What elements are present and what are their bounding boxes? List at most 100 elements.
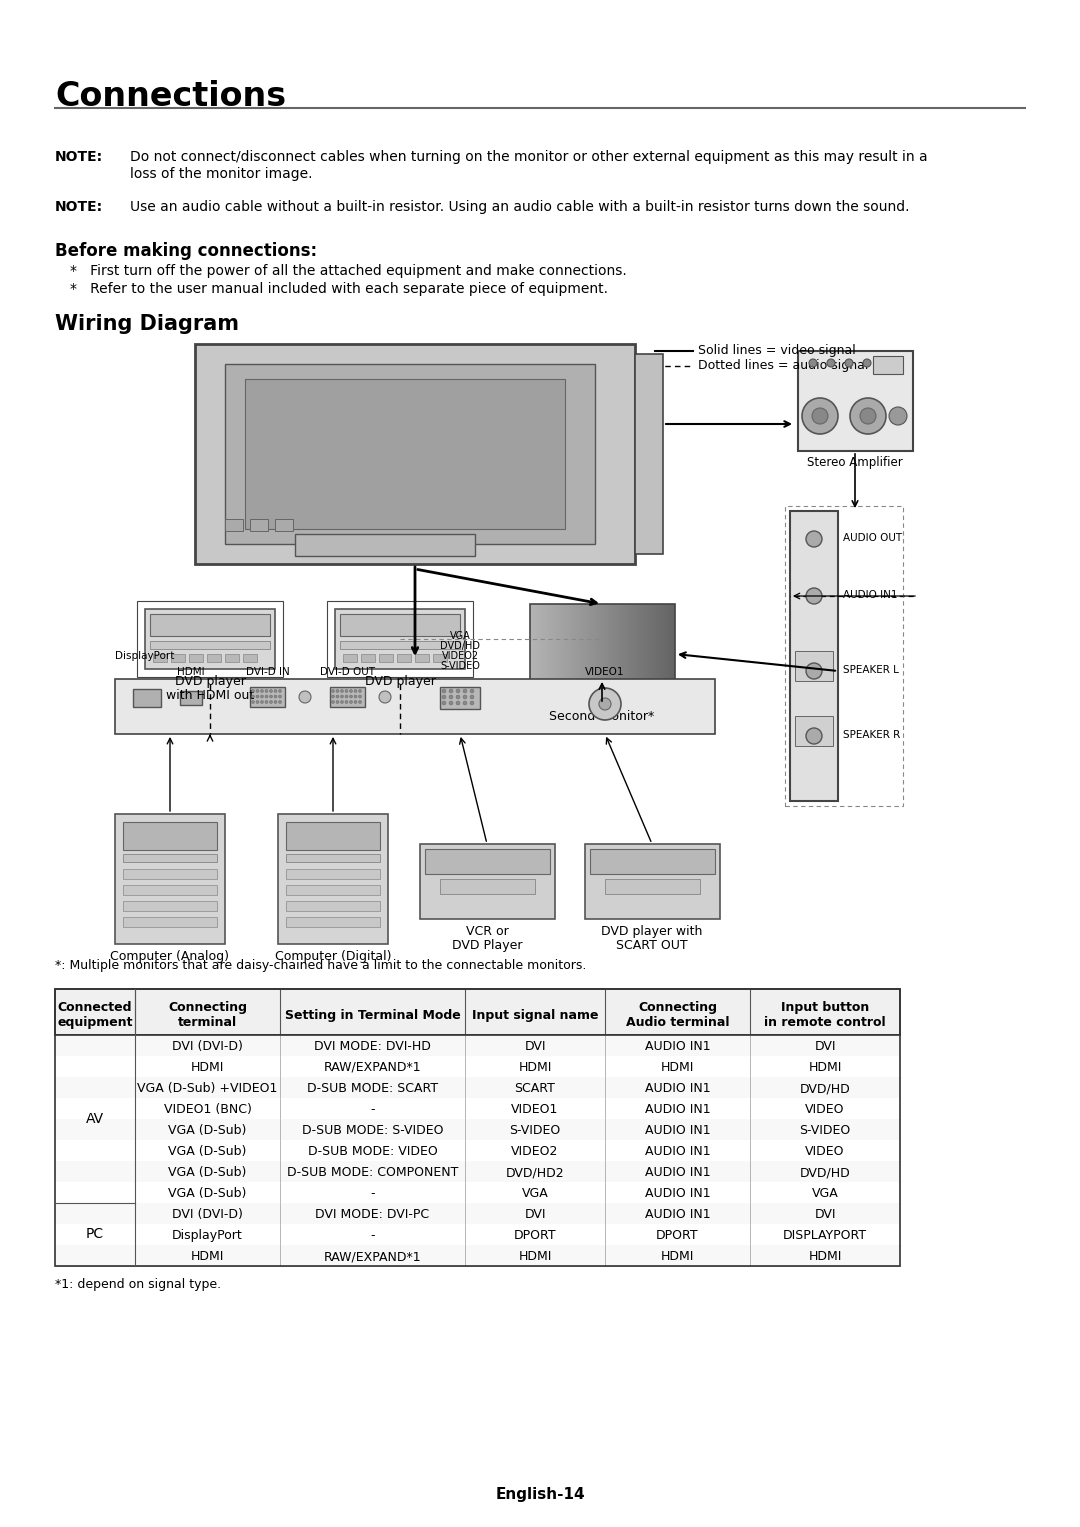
Bar <box>180 692 202 705</box>
Circle shape <box>354 690 357 693</box>
Text: DVD Player: DVD Player <box>451 939 523 951</box>
Circle shape <box>345 690 348 693</box>
Text: -: - <box>370 1229 375 1241</box>
Bar <box>420 844 555 919</box>
Bar <box>340 614 460 637</box>
Text: Solid lines = video signal: Solid lines = video signal <box>698 344 855 357</box>
Bar <box>245 379 565 528</box>
Bar <box>189 654 203 663</box>
Text: DVI: DVI <box>524 1040 545 1054</box>
Text: AUDIO OUT: AUDIO OUT <box>843 533 902 544</box>
Text: D-SUB MODE: S-VIDEO: D-SUB MODE: S-VIDEO <box>301 1124 443 1138</box>
Text: HDMI: HDMI <box>518 1061 552 1073</box>
Text: Do not connect/disconnect cables when turning on the monitor or other external e: Do not connect/disconnect cables when tu… <box>130 150 928 163</box>
Circle shape <box>449 701 453 705</box>
Circle shape <box>252 701 255 704</box>
Circle shape <box>806 728 822 744</box>
Text: VGA (D-Sub): VGA (D-Sub) <box>168 1167 246 1179</box>
Circle shape <box>809 359 816 366</box>
Circle shape <box>845 359 853 366</box>
Circle shape <box>456 701 460 705</box>
Circle shape <box>274 701 276 704</box>
Text: PC: PC <box>86 1228 104 1241</box>
Circle shape <box>260 695 264 698</box>
Bar <box>145 609 275 669</box>
Text: Input button: Input button <box>781 1002 869 1014</box>
Circle shape <box>442 701 446 705</box>
Text: Connections: Connections <box>55 79 286 113</box>
Bar <box>225 519 243 531</box>
Bar <box>433 654 447 663</box>
Circle shape <box>449 689 453 693</box>
Text: VGA (D-Sub): VGA (D-Sub) <box>168 1145 246 1157</box>
Circle shape <box>252 690 255 693</box>
Text: *   First turn off the power of all the attached equipment and make connections.: * First turn off the power of all the at… <box>70 264 626 278</box>
Bar <box>605 880 700 893</box>
Text: loss of the monitor image.: loss of the monitor image. <box>130 166 312 182</box>
Bar <box>278 814 388 944</box>
Bar <box>286 854 380 863</box>
Text: DVI-D IN: DVI-D IN <box>246 667 289 676</box>
Text: DISPLAYPORT: DISPLAYPORT <box>783 1229 867 1241</box>
Bar <box>330 687 365 707</box>
Bar <box>55 1141 900 1161</box>
Text: DVI MODE: DVI-PC: DVI MODE: DVI-PC <box>315 1208 430 1222</box>
Text: HDMI: HDMI <box>191 1251 225 1263</box>
Bar <box>55 989 900 1266</box>
Text: VGA (D-Sub): VGA (D-Sub) <box>168 1124 246 1138</box>
Text: in remote control: in remote control <box>765 1015 886 1029</box>
Circle shape <box>260 690 264 693</box>
Text: *   Refer to the user manual included with each separate piece of equipment.: * Refer to the user manual included with… <box>70 282 608 296</box>
Circle shape <box>589 689 621 721</box>
Text: VIDEO1 (BNC): VIDEO1 (BNC) <box>163 1102 252 1116</box>
Text: AUDIO IN1: AUDIO IN1 <box>645 1040 711 1054</box>
Circle shape <box>442 695 446 699</box>
Text: AUDIO IN1: AUDIO IN1 <box>645 1102 711 1116</box>
Bar <box>243 654 257 663</box>
Bar <box>635 354 663 554</box>
Text: DVI MODE: DVI-HD: DVI MODE: DVI-HD <box>314 1040 431 1054</box>
Bar <box>585 844 720 919</box>
Text: VIDEO: VIDEO <box>806 1145 845 1157</box>
Text: DVD/HD: DVD/HD <box>799 1083 850 1095</box>
Circle shape <box>812 408 828 425</box>
Circle shape <box>274 695 276 698</box>
Text: DVD/HD2: DVD/HD2 <box>505 1167 565 1179</box>
Circle shape <box>265 690 268 693</box>
Text: Stereo Amplifier: Stereo Amplifier <box>807 457 903 469</box>
Bar <box>440 687 480 709</box>
Bar <box>55 1161 900 1182</box>
Circle shape <box>379 692 391 702</box>
Text: VIDEO1: VIDEO1 <box>585 667 624 676</box>
Text: HDMI: HDMI <box>191 1061 225 1073</box>
Text: -: - <box>370 1102 375 1116</box>
Bar <box>55 1057 900 1077</box>
Text: -: - <box>370 1186 375 1200</box>
Text: VGA: VGA <box>812 1186 838 1200</box>
Bar <box>137 602 283 676</box>
Bar <box>873 356 903 374</box>
Bar <box>795 716 833 747</box>
Text: DVI: DVI <box>814 1040 836 1054</box>
Bar <box>123 869 217 880</box>
Text: DVI: DVI <box>524 1208 545 1222</box>
Circle shape <box>354 695 357 698</box>
Text: AUDIO IN1: AUDIO IN1 <box>645 1083 711 1095</box>
Bar <box>153 654 167 663</box>
Circle shape <box>359 695 362 698</box>
Bar <box>55 1035 900 1057</box>
Text: AUDIO IN1: AUDIO IN1 <box>843 589 897 600</box>
Circle shape <box>340 695 343 698</box>
Circle shape <box>336 690 339 693</box>
Text: Audio terminal: Audio terminal <box>625 1015 729 1029</box>
Text: DVD/HD: DVD/HD <box>799 1167 850 1179</box>
Bar <box>225 363 595 544</box>
Bar <box>55 1182 900 1203</box>
Text: HDMI: HDMI <box>177 667 205 676</box>
Bar <box>171 654 185 663</box>
Circle shape <box>889 408 907 425</box>
Text: *: Multiple monitors that are daisy-chained have a limit to the connectable moni: *: Multiple monitors that are daisy-chai… <box>55 959 586 973</box>
Circle shape <box>332 701 335 704</box>
Text: VGA: VGA <box>449 631 471 641</box>
Bar <box>327 602 473 676</box>
